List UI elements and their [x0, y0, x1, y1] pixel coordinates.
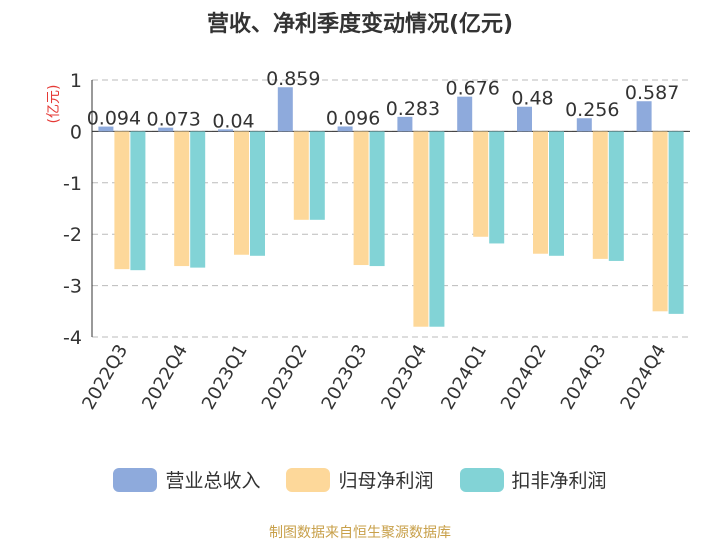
bar-0-2024Q4	[636, 101, 652, 132]
bar-1-2022Q3	[114, 131, 130, 270]
bar-2-2024Q2	[549, 131, 564, 256]
bar-2-2024Q3	[608, 131, 624, 261]
bar-1-2023Q4	[413, 131, 429, 327]
y-tick-label: -4	[63, 327, 82, 349]
data-label: 0.073	[146, 109, 200, 131]
bar-layer	[98, 87, 684, 327]
bar-1-2023Q2	[293, 131, 309, 220]
bar-2-2023Q4	[429, 131, 445, 327]
data-label: 0.256	[565, 99, 619, 121]
bar-1-2023Q3	[353, 131, 369, 266]
legend: 营业总收入 归母净利润 扣非净利润	[0, 466, 720, 493]
legend-label: 营业总收入	[165, 470, 261, 492]
bar-0-2023Q2	[277, 87, 293, 132]
legend-swatch	[113, 467, 158, 492]
bar-1-2024Q4	[652, 131, 668, 312]
y-tick-label: -1	[63, 173, 82, 195]
y-tick-label: 1	[70, 70, 82, 92]
x-tick-label: 2022Q3	[78, 341, 132, 413]
data-label: 0.587	[625, 82, 679, 104]
bar-chart: 10-1-2-3-4(亿元)2022Q3 2022Q4 2023Q1 2023Q2 20…	[46, 68, 690, 413]
bar-0-2023Q4	[397, 116, 413, 132]
data-label: 0.283	[386, 98, 440, 120]
bar-2-2024Q1	[489, 131, 505, 244]
legend-swatch	[459, 467, 504, 492]
legend-item[interactable]: 营业总收入	[113, 466, 260, 493]
chart-title: 营收、净利季度变动情况(亿元)	[206, 12, 514, 37]
bar-0-2023Q3	[337, 126, 353, 132]
y-tick-label: 0	[70, 121, 82, 143]
x-tick-label: 2023Q4	[377, 341, 431, 413]
x-tick-label: 2023Q3	[318, 341, 372, 413]
data-label: 0.094	[87, 108, 141, 130]
data-label: 0.096	[326, 107, 380, 129]
data-label: 0.04	[212, 110, 254, 132]
bar-1-2024Q3	[592, 131, 608, 259]
x-tick-label: 2024Q1	[437, 341, 491, 413]
bar-2-2022Q3	[130, 131, 146, 271]
x-tick-label: 2023Q2	[258, 341, 312, 413]
legend-item[interactable]: 扣非净利润	[459, 466, 607, 493]
bar-2-2023Q1	[250, 131, 265, 256]
bar-1-2022Q4	[174, 131, 190, 267]
bar-2-2023Q2	[309, 131, 325, 220]
bar-0-2022Q3	[98, 126, 114, 132]
legend-item[interactable]: 归母净利润	[286, 466, 434, 493]
x-tick-label: 2024Q4	[617, 341, 671, 413]
x-tick-label: 2023Q1	[198, 341, 252, 413]
bar-0-2024Q2	[517, 106, 532, 132]
source-footer: 制图数据来自恒生聚源数据库	[269, 525, 451, 541]
bar-2-2022Q4	[190, 131, 206, 268]
bar-0-2024Q1	[457, 96, 473, 132]
x-tick-label: 2024Q3	[557, 341, 611, 413]
data-label: 0.48	[511, 88, 553, 110]
bar-2-2024Q4	[668, 131, 684, 314]
data-label: 0.859	[266, 68, 320, 90]
y-tick-label: -3	[63, 276, 82, 298]
x-tick-label: 2024Q2	[497, 341, 551, 413]
bar-2-2023Q3	[369, 131, 385, 267]
bar-1-2024Q2	[533, 131, 548, 254]
bar-0-2024Q3	[576, 118, 592, 132]
legend-label: 归母净利润	[338, 470, 434, 492]
bar-1-2024Q1	[473, 131, 489, 237]
bar-1-2023Q1	[234, 131, 249, 255]
bar-0-2023Q1	[218, 129, 233, 132]
legend-swatch	[286, 467, 331, 492]
legend-label: 扣非净利润	[511, 470, 607, 492]
x-tick-label: 2022Q4	[138, 341, 192, 413]
data-label: 0.676	[445, 78, 499, 100]
y-tick-label: -2	[63, 224, 82, 246]
bar-0-2022Q4	[158, 127, 174, 132]
y-axis-label: (亿元)	[46, 85, 62, 124]
